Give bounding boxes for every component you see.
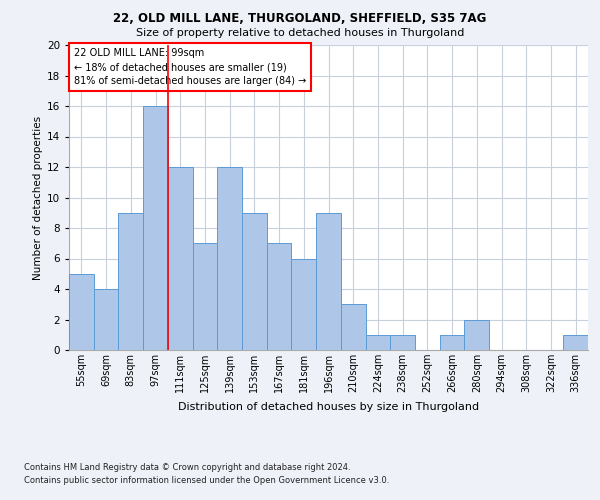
Bar xyxy=(390,335,415,350)
Bar xyxy=(365,335,390,350)
Bar xyxy=(193,244,217,350)
Bar xyxy=(464,320,489,350)
Bar xyxy=(563,335,588,350)
Bar xyxy=(168,167,193,350)
Bar xyxy=(118,213,143,350)
Text: Distribution of detached houses by size in Thurgoland: Distribution of detached houses by size … xyxy=(178,402,479,412)
Bar xyxy=(69,274,94,350)
Bar xyxy=(316,213,341,350)
Bar xyxy=(292,258,316,350)
Bar xyxy=(267,244,292,350)
Bar xyxy=(242,213,267,350)
Text: 22, OLD MILL LANE, THURGOLAND, SHEFFIELD, S35 7AG: 22, OLD MILL LANE, THURGOLAND, SHEFFIELD… xyxy=(113,12,487,26)
Text: 22 OLD MILL LANE: 99sqm
← 18% of detached houses are smaller (19)
81% of semi-de: 22 OLD MILL LANE: 99sqm ← 18% of detache… xyxy=(74,48,307,86)
Y-axis label: Number of detached properties: Number of detached properties xyxy=(32,116,43,280)
Bar xyxy=(440,335,464,350)
Bar xyxy=(143,106,168,350)
Text: Size of property relative to detached houses in Thurgoland: Size of property relative to detached ho… xyxy=(136,28,464,38)
Bar xyxy=(94,289,118,350)
Text: Contains HM Land Registry data © Crown copyright and database right 2024.: Contains HM Land Registry data © Crown c… xyxy=(24,462,350,471)
Bar xyxy=(217,167,242,350)
Bar xyxy=(341,304,365,350)
Text: Contains public sector information licensed under the Open Government Licence v3: Contains public sector information licen… xyxy=(24,476,389,485)
